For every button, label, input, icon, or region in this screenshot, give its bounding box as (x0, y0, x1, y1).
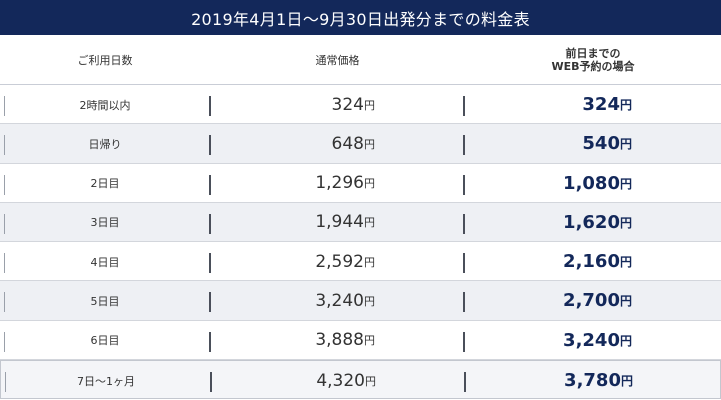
price-rows: 2時間以内 324 円 324 円 日帰り 648 円 540 円 2日目 1,296 円… (0, 85, 721, 400)
row-label: 3日目 (90, 216, 120, 230)
table-row: 7日～1ヶ月 4,320 円 3,780 円 (0, 360, 721, 400)
normal-price: 3,888 円 (315, 330, 375, 351)
row-label: 7日～1ヶ月 (77, 374, 135, 388)
header-days: ご利用日数 (77, 54, 133, 67)
normal-price: 2,592 円 (315, 251, 375, 272)
row-label: 6日目 (90, 334, 120, 348)
web-price: 324 円 (582, 94, 632, 115)
web-price: 3,240 円 (563, 329, 632, 351)
normal-price: 648 円 (331, 133, 375, 154)
row-label: 5日目 (90, 294, 120, 308)
web-price: 1,620 円 (563, 211, 632, 233)
table-row: 6日目 3,888 円 3,240 円 (0, 321, 721, 361)
web-price: 2,160 円 (563, 251, 632, 273)
header-web-price: 前日までの WEB予約の場合 (465, 35, 721, 85)
header-web-line2: WEB予約の場合 (551, 60, 635, 73)
header-normal-price: 通常価格 (315, 54, 360, 67)
normal-price: 3,240 円 (315, 290, 375, 311)
header-web-line1: 前日までの (565, 47, 621, 60)
table-row: 2時間以内 324 円 324 円 (0, 85, 721, 125)
table-row: 4日目 2,592 円 2,160 円 (0, 242, 721, 282)
normal-price: 1,296 円 (315, 173, 375, 194)
table-row: 2日目 1,296 円 1,080 円 (0, 164, 721, 203)
row-label: 2時間以内 (79, 98, 131, 112)
row-label: 日帰り (88, 137, 122, 151)
price-table-title: 2019年4月1日～9月30日出発分までの料金表 (0, 0, 721, 35)
table-row: 日帰り 648 円 540 円 (0, 124, 721, 164)
row-label: 4日目 (90, 255, 120, 269)
table-row: 3日目 1,944 円 1,620 円 (0, 202, 721, 243)
table-row: 5日目 3,240 円 2,700 円 (0, 281, 721, 321)
web-price: 2,700 円 (563, 290, 632, 312)
row-label: 2日目 (90, 177, 120, 191)
web-price: 1,080 円 (563, 172, 632, 194)
normal-price: 1,944 円 (315, 212, 375, 233)
web-price: 540 円 (582, 133, 632, 155)
table-header: ご利用日数 通常価格 前日までの WEB予約の場合 (0, 35, 721, 85)
title-text: 2019年4月1日～9月30日出発分までの料金表 (191, 9, 530, 29)
normal-price: 324 円 (331, 94, 375, 115)
web-price: 3,780 円 (564, 370, 633, 392)
normal-price: 4,320 円 (316, 370, 376, 391)
